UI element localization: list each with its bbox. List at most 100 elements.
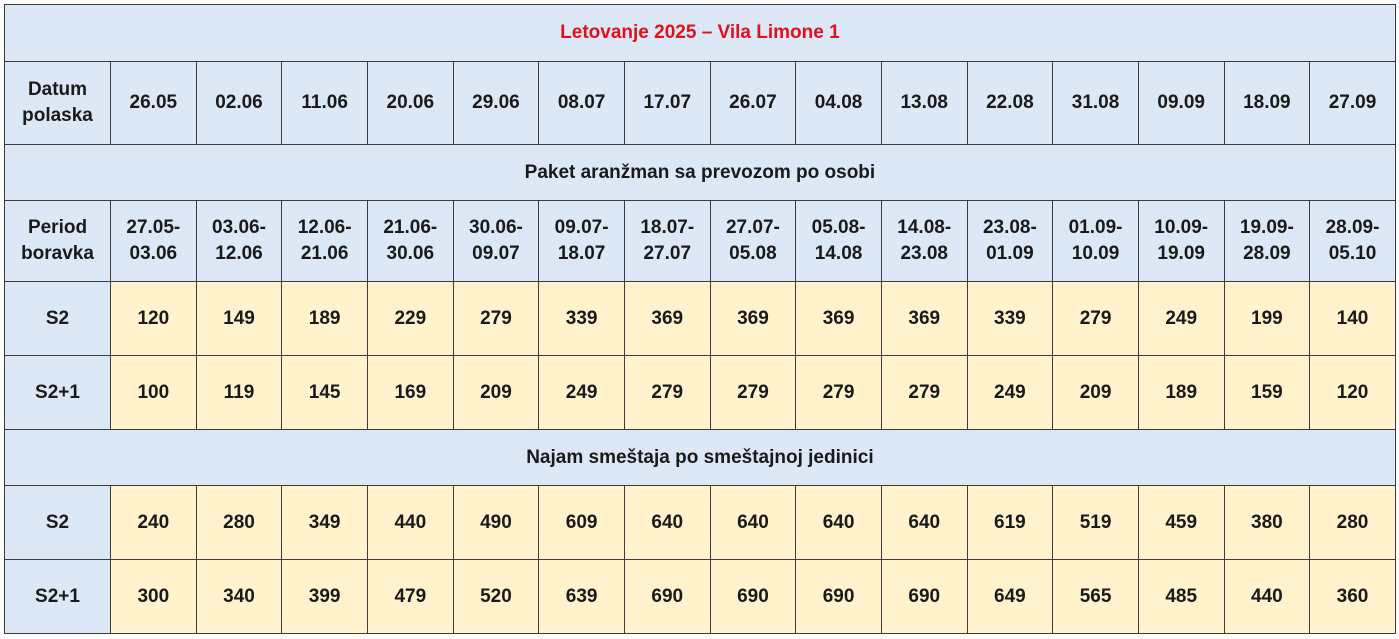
price-cell: 360 [1309,559,1396,634]
period-cell: 27.05- 03.06 [110,200,197,282]
package-row-s2-1: S2+1 100 119 145 169 209 249 279 279 279 279 249 209… [4,355,1396,430]
package-row-s2: S2 120 149 189 229 279 339 369 369 369 369 339 279 24… [4,281,1396,356]
departure-date-cell: 27.09 [1309,61,1396,145]
period-start: 23.08- [982,217,1037,238]
period-label-line1: Period [27,217,88,238]
price-cell: 485 [1137,559,1225,634]
price-cell: 440 [1223,559,1311,634]
price-cell: 690 [709,559,797,634]
price-cell: 519 [1052,485,1139,560]
price-cell: 119 [195,355,283,430]
room-type-label: S2 [4,485,111,560]
period-end: 18.07 [557,243,606,264]
price-cell: 249 [538,355,625,430]
departure-date-cell: 26.07 [709,61,797,145]
period-start: 28.09- [1325,217,1380,238]
departure-date-cell: 20.06 [366,61,454,145]
price-cell: 279 [709,355,797,430]
price-cell: 189 [281,281,368,356]
price-cell: 280 [1309,485,1396,560]
period-cell: 14.08- 23.08 [880,200,968,282]
departure-date-cell: 13.08 [880,61,968,145]
period-start: 09.07- [554,217,609,238]
price-table: Letovanje 2025 – Vila Limone 1 Datum pol… [4,4,1396,634]
period-end: 23.08 [900,243,948,264]
departure-label: Datum polaska [4,61,111,145]
price-cell: 369 [795,281,882,356]
period-cell: 09.07- 18.07 [538,200,625,282]
period-end: 03.06 [129,243,178,264]
room-type-label: S2 [4,281,111,356]
period-end: 28.09 [1243,243,1291,264]
departure-date-cell: 02.06 [195,61,283,145]
period-cell: 10.09- 19.09 [1137,200,1225,282]
price-cell: 279 [1052,281,1139,356]
period-end: 12.06 [215,243,263,264]
price-cell: 249 [966,355,1054,430]
period-label: Period boravka [4,200,111,282]
departure-date-cell: 22.08 [966,61,1054,145]
period-cell: 03.06- 12.06 [195,200,283,282]
departure-label-line2: polaska [22,105,93,126]
departure-date-cell: 09.09 [1137,61,1225,145]
price-cell: 399 [281,559,368,634]
price-cell: 565 [1052,559,1139,634]
period-start: 03.06- [212,217,266,238]
period-end: 10.09 [1071,243,1120,264]
price-cell: 440 [366,485,454,560]
departure-date-cell: 04.08 [795,61,882,145]
period-start: 19.09- [1239,217,1294,238]
price-cell: 459 [1137,485,1225,560]
period-end: 01.09 [986,243,1034,264]
period-end: 05.08 [729,243,777,264]
price-cell: 640 [795,485,882,560]
rental-section-heading: Najam smeštaja po smeštajnoj jedinici [4,429,1396,486]
period-end: 30.06 [386,243,435,264]
departure-date-cell: 11.06 [281,61,368,145]
price-cell: 649 [966,559,1054,634]
price-cell: 280 [195,485,283,560]
departure-date-cell: 29.06 [452,61,540,145]
price-cell: 340 [195,559,283,634]
table-title: Letovanje 2025 – Vila Limone 1 [4,4,1396,62]
price-cell: 120 [1309,355,1396,430]
period-row: Period boravka 27.05- 03.06 03.06- 12.06 12.… [4,200,1396,282]
period-start: 10.09- [1154,217,1209,238]
price-cell: 169 [366,355,454,430]
price-cell: 249 [1137,281,1225,356]
price-cell: 300 [110,559,197,634]
price-cell: 100 [110,355,197,430]
price-cell: 369 [880,281,968,356]
price-cell: 145 [281,355,368,430]
room-type-label: S2+1 [4,355,111,430]
departure-date-cell: 08.07 [538,61,625,145]
price-cell: 199 [1223,281,1311,356]
price-cell: 279 [452,281,540,356]
price-cell: 209 [452,355,540,430]
price-cell: 140 [1309,281,1396,356]
rental-row-s2: S2 240 280 349 440 490 609 640 640 640 640 619 519 45… [4,485,1396,560]
period-start: 27.05- [126,217,181,238]
room-type-label: S2+1 [4,559,111,634]
price-cell: 619 [966,485,1054,560]
period-end: 09.07 [472,243,520,264]
price-cell: 279 [880,355,968,430]
price-cell: 120 [110,281,197,356]
period-end: 19.09 [1157,243,1205,264]
price-cell: 639 [538,559,625,634]
period-end: 05.10 [1328,243,1377,264]
price-cell: 240 [110,485,197,560]
price-cell: 690 [623,559,711,634]
rental-row-s2-1: S2+1 300 340 399 479 520 639 690 690 690 690 649 565… [4,559,1396,634]
price-cell: 380 [1223,485,1311,560]
period-start: 27.07- [725,217,780,238]
period-cell: 12.06- 21.06 [281,200,368,282]
price-cell: 279 [623,355,711,430]
price-cell: 609 [538,485,625,560]
period-cell: 21.06- 30.06 [366,200,454,282]
price-cell: 520 [452,559,540,634]
period-label-line2: boravka [21,243,94,264]
period-cell: 19.09- 28.09 [1223,200,1311,282]
price-cell: 189 [1137,355,1225,430]
period-cell: 23.08- 01.09 [966,200,1054,282]
